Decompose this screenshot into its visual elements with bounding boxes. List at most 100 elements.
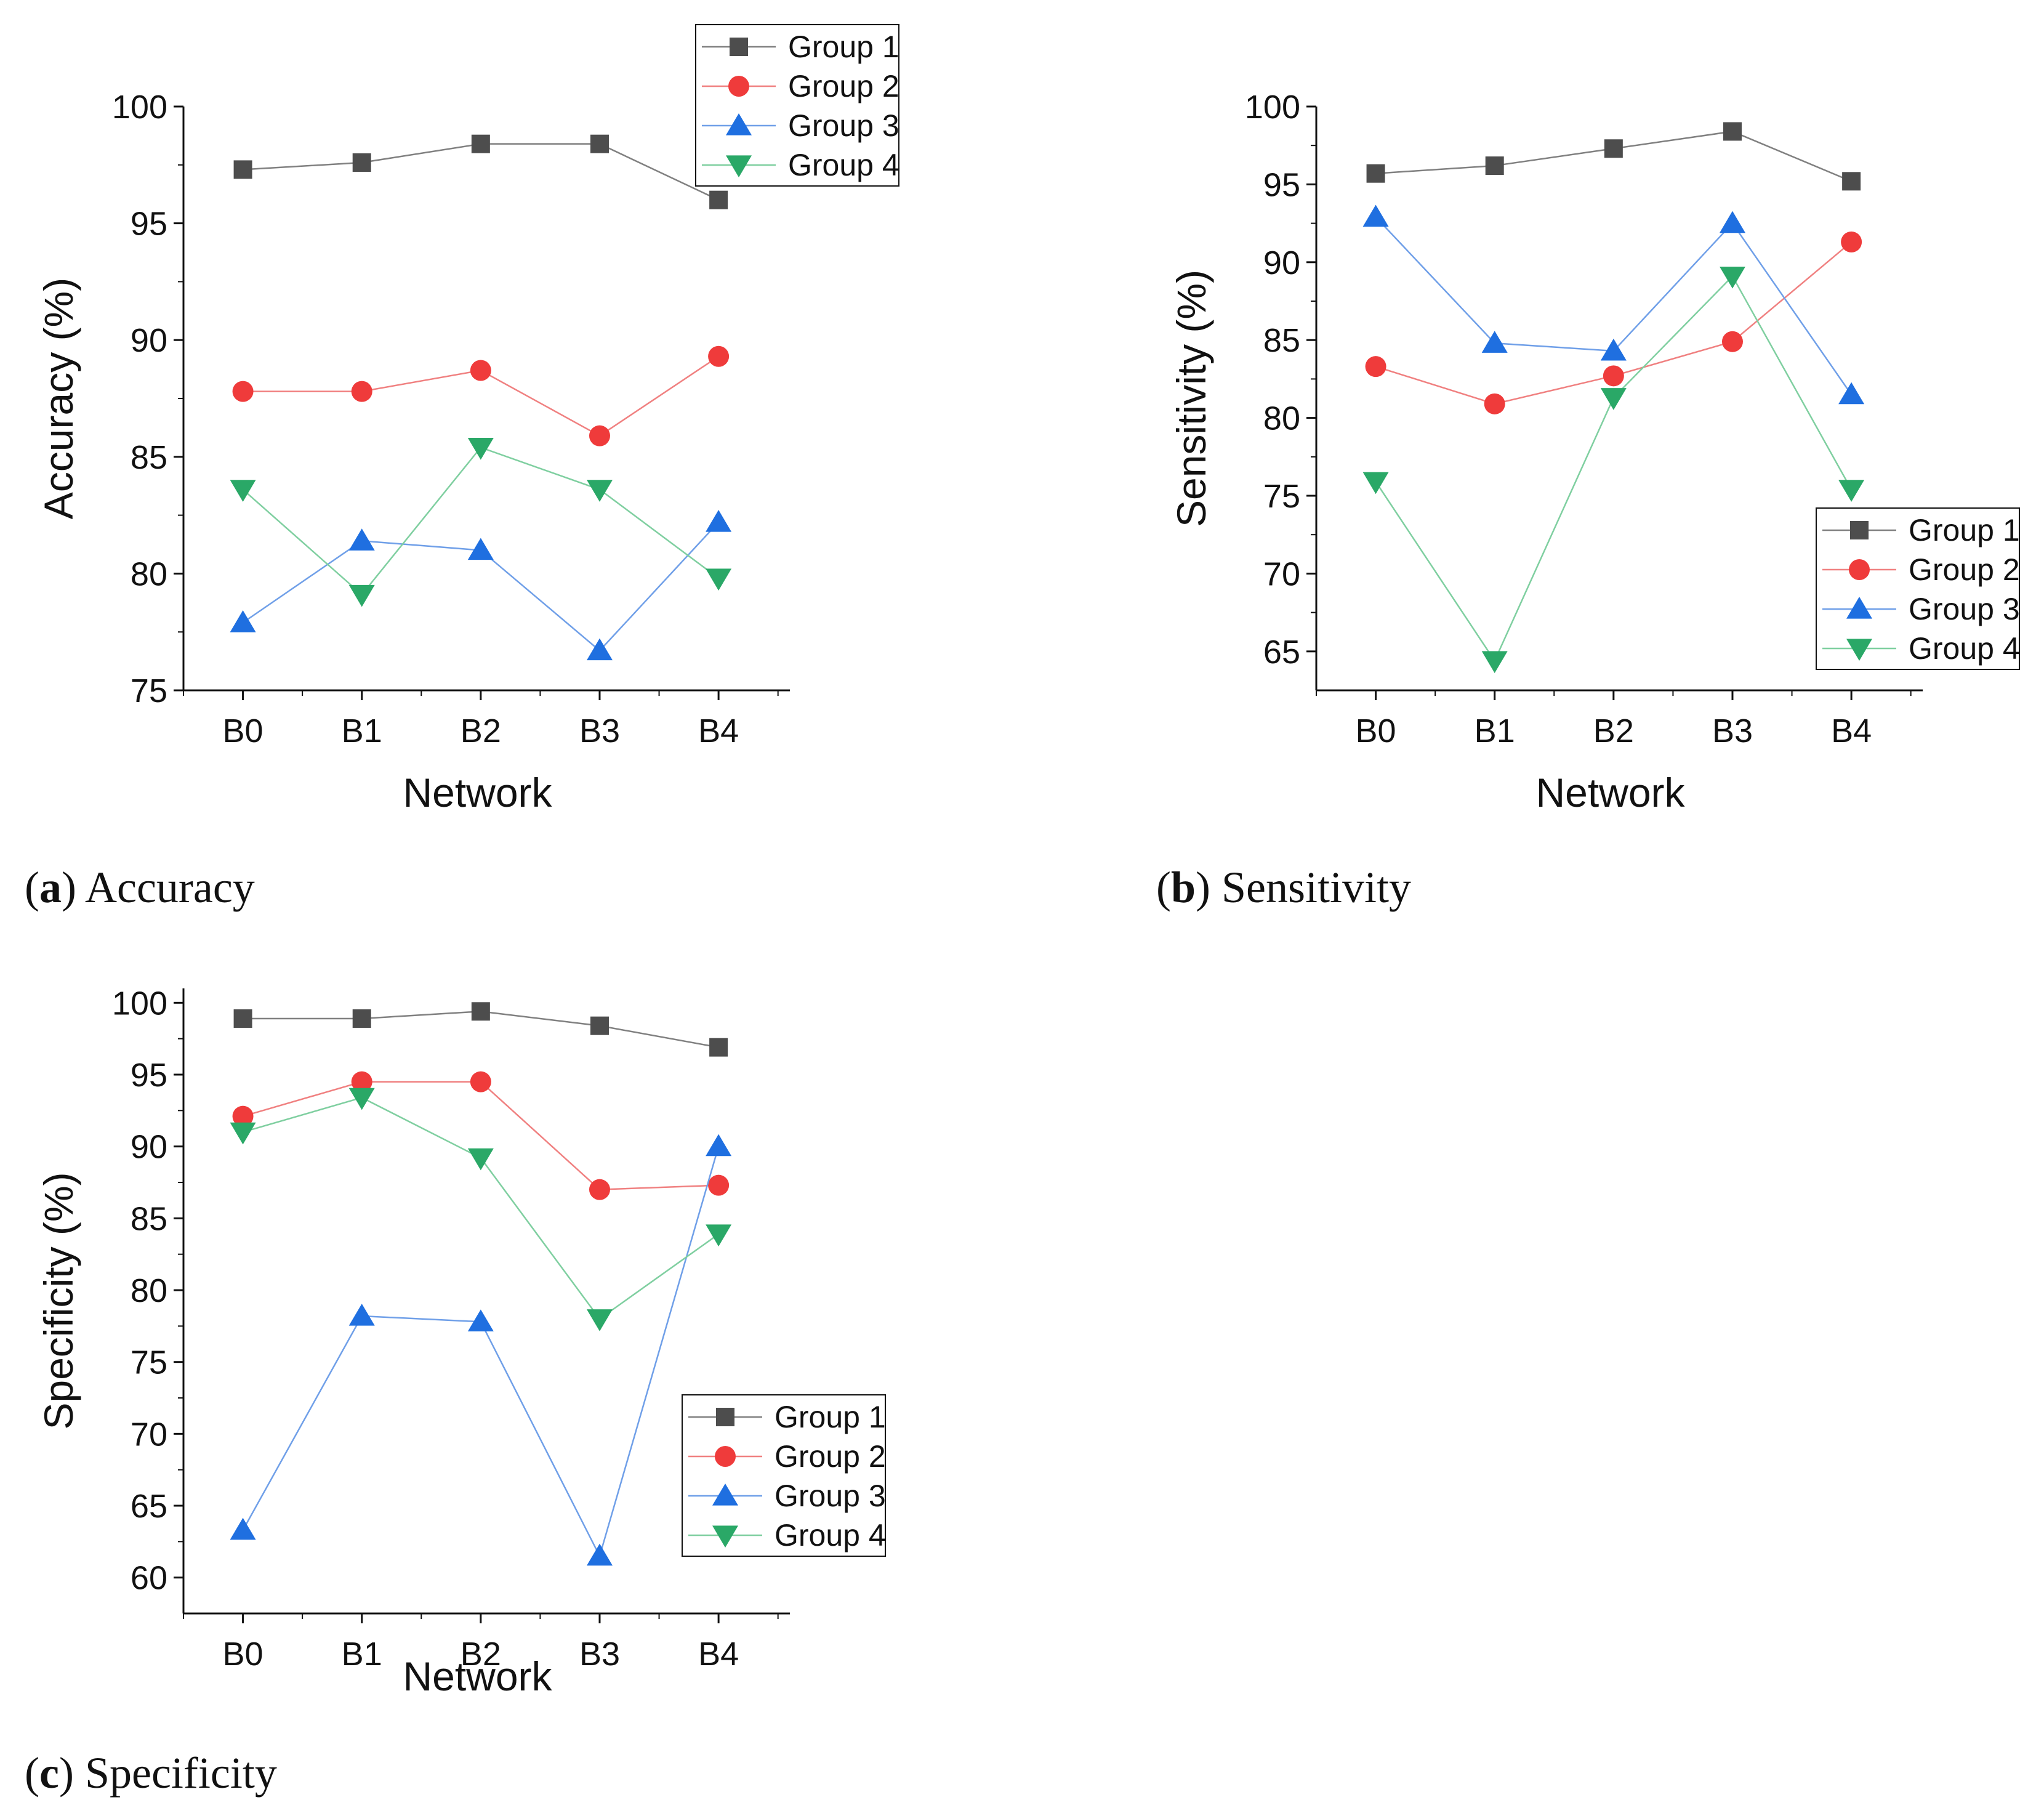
caption-specificity: (c) Specificity bbox=[25, 1748, 277, 1798]
data-point bbox=[230, 610, 256, 632]
y-tick-label: 85 bbox=[131, 439, 167, 476]
legend-item: Group 1 bbox=[1822, 513, 2020, 547]
data-point bbox=[1362, 204, 1389, 227]
data-point bbox=[586, 1309, 613, 1331]
data-point bbox=[1719, 211, 1745, 233]
series-2 bbox=[232, 345, 730, 446]
legend-marker bbox=[1849, 559, 1870, 580]
data-point bbox=[233, 1009, 252, 1028]
data-point bbox=[232, 1105, 254, 1127]
legend-marker bbox=[726, 155, 752, 177]
legend: Group 1 Group 2 Group 3 Group 4 bbox=[1816, 507, 2020, 670]
y-tick-label: 85 bbox=[131, 1200, 167, 1237]
accuracy-chart: 75 80 85 90 95 100 B0 B1 B2 B3 B4 Network Accuracy (… bbox=[36, 24, 899, 815]
caption-accuracy: (a) Accuracy bbox=[25, 863, 255, 912]
series-3 bbox=[230, 1134, 732, 1566]
data-point bbox=[352, 1009, 371, 1028]
legend-marker bbox=[1846, 639, 1872, 661]
legend-marker bbox=[715, 1446, 736, 1467]
series-2 bbox=[1365, 231, 1862, 414]
data-point bbox=[1604, 139, 1623, 158]
legend-label: Group 3 bbox=[775, 1479, 886, 1513]
legend-marker bbox=[728, 76, 749, 97]
x-axis-label: Network bbox=[403, 770, 552, 815]
legend-marker bbox=[712, 1484, 738, 1506]
y-tick-label: 75 bbox=[1263, 478, 1300, 515]
data-point bbox=[467, 1148, 494, 1171]
legend-marker bbox=[712, 1525, 738, 1548]
data-point bbox=[706, 568, 732, 591]
y-tick-label: 85 bbox=[1263, 322, 1300, 359]
caption-sensitivity: (b) Sensitivity bbox=[1156, 863, 1412, 912]
y-tick-label: 100 bbox=[112, 985, 167, 1022]
data-point bbox=[348, 528, 375, 551]
legend-label: Group 2 bbox=[1909, 552, 2020, 587]
data-point bbox=[1365, 356, 1386, 378]
y-tick-label: 70 bbox=[1263, 555, 1300, 592]
series-1 bbox=[1366, 122, 1861, 191]
legend-label: Group 1 bbox=[775, 1400, 886, 1434]
y-tick-label: 95 bbox=[131, 1057, 167, 1094]
data-point bbox=[230, 1517, 256, 1540]
x-tick-label: B3 bbox=[579, 713, 620, 749]
data-point bbox=[1600, 388, 1627, 410]
legend-marker bbox=[1846, 597, 1872, 619]
data-point bbox=[352, 153, 371, 172]
y-tick-label: 80 bbox=[1263, 400, 1300, 437]
data-point bbox=[709, 190, 728, 209]
legend-marker bbox=[716, 1408, 734, 1426]
data-point bbox=[1719, 266, 1745, 289]
data-point bbox=[708, 345, 730, 367]
x-tick-label: B4 bbox=[698, 713, 739, 749]
data-point bbox=[471, 1002, 490, 1021]
series-line bbox=[243, 1096, 719, 1320]
data-point bbox=[1603, 365, 1624, 387]
y-tick-label: 60 bbox=[131, 1560, 167, 1597]
data-point bbox=[1485, 156, 1504, 176]
y-tick-label: 65 bbox=[1263, 634, 1300, 671]
data-point bbox=[1484, 393, 1505, 414]
y-tick-label: 95 bbox=[131, 206, 167, 243]
data-point bbox=[232, 381, 254, 402]
y-tick-label: 90 bbox=[1263, 244, 1300, 281]
y-tick-label: 65 bbox=[131, 1488, 167, 1525]
data-point bbox=[467, 1309, 494, 1331]
data-point bbox=[1841, 231, 1862, 252]
y-tick-label: 75 bbox=[131, 672, 167, 709]
data-point bbox=[589, 425, 610, 446]
legend-label: Group 2 bbox=[788, 69, 899, 103]
legend-item: Group 1 bbox=[688, 1400, 886, 1434]
series-1 bbox=[233, 134, 728, 209]
data-point bbox=[586, 1543, 613, 1566]
legend-marker bbox=[726, 113, 752, 135]
series-line bbox=[242, 1146, 720, 1559]
x-tick-label: B2 bbox=[461, 713, 501, 749]
data-point bbox=[589, 1179, 610, 1200]
data-point bbox=[230, 1122, 256, 1145]
legend-item: Group 2 bbox=[702, 69, 899, 103]
legend-item: Group 1 bbox=[702, 30, 899, 64]
data-point bbox=[348, 584, 375, 607]
legend-item: Group 4 bbox=[688, 1518, 886, 1553]
data-point bbox=[706, 509, 732, 532]
data-point bbox=[706, 1224, 732, 1246]
data-point bbox=[470, 1071, 491, 1092]
legend-marker bbox=[1850, 521, 1869, 539]
sensitivity-chart: 65 70 75 80 85 90 95 100 B0 B1 B2 B3 B4 Network Sensit… bbox=[1169, 89, 2020, 815]
x-tick-label: B1 bbox=[1475, 713, 1515, 749]
data-point bbox=[230, 480, 256, 502]
legend-label: Group 1 bbox=[1909, 513, 2020, 547]
series-3 bbox=[1362, 204, 1865, 405]
y-tick-label: 100 bbox=[1245, 89, 1300, 126]
y-tick-label: 100 bbox=[112, 89, 167, 126]
y-axis-label: Specificity (%) bbox=[36, 1172, 81, 1429]
x-tick-label: B2 bbox=[1593, 713, 1634, 749]
x-tick-label: B2 bbox=[461, 1636, 501, 1673]
legend-marker bbox=[730, 38, 748, 56]
legend-label: Group 3 bbox=[1909, 592, 2020, 626]
x-tick-label: B1 bbox=[342, 1636, 382, 1673]
data-point bbox=[348, 1088, 375, 1110]
legend-label: Group 3 bbox=[788, 108, 899, 143]
series-line bbox=[243, 1081, 719, 1190]
data-point bbox=[709, 1038, 728, 1057]
